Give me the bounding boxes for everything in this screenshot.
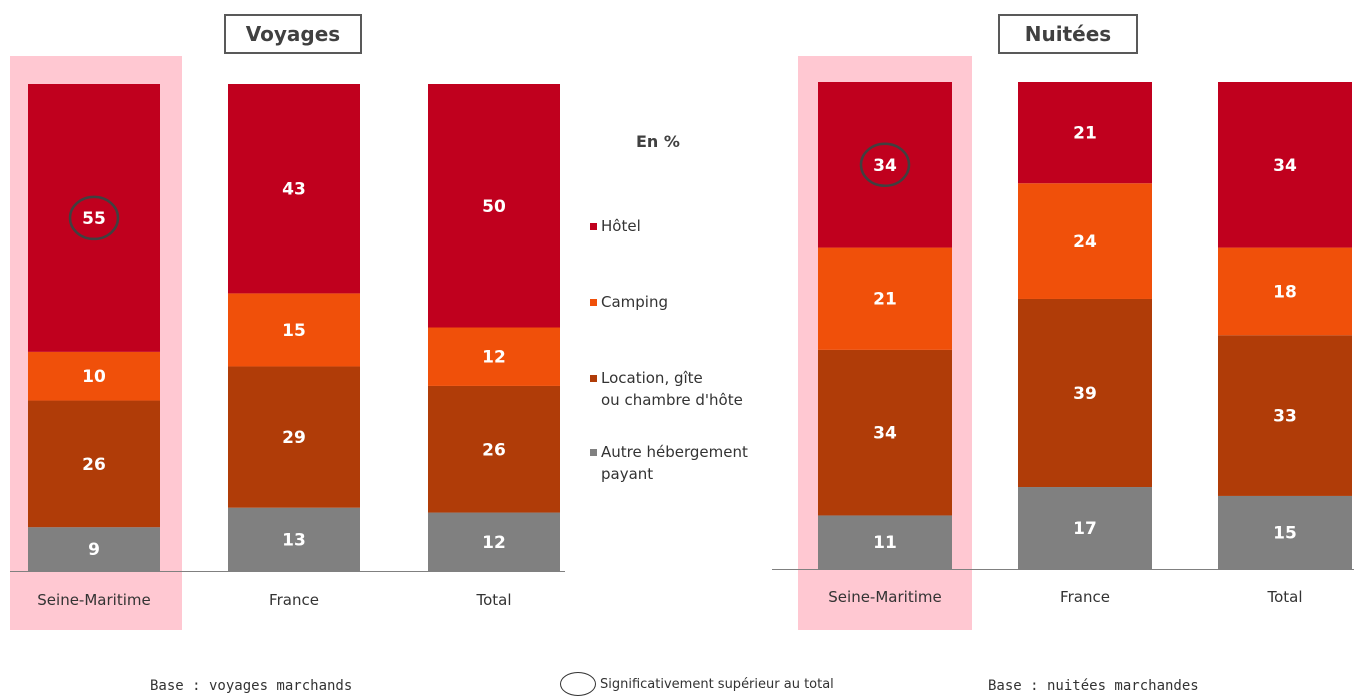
- data-label: 43: [282, 180, 306, 200]
- bar-segment-1-2-autre: [1218, 495, 1352, 569]
- legend-swatch: [590, 223, 597, 230]
- legend-swatch: [590, 299, 597, 306]
- data-label: 24: [1073, 232, 1097, 252]
- category-label: Seine-Maritime: [828, 588, 941, 606]
- legend-item: Camping: [590, 291, 668, 313]
- footer-base-nuitees: Base : nuitées marchandes: [988, 678, 1199, 694]
- bar-segment-1-1-camping: [1018, 183, 1152, 299]
- category-label: France: [269, 591, 319, 609]
- bar-segment-0-1-hôtel: [228, 84, 360, 294]
- category-label: Total: [1266, 588, 1302, 606]
- bar-segment-0-1-autre: [228, 507, 360, 571]
- data-label: 13: [282, 530, 306, 550]
- data-label: 15: [1273, 523, 1297, 543]
- significance-note-text: Significativement supérieur au total: [600, 676, 834, 692]
- chart-title-voyages: Voyages: [224, 14, 362, 54]
- data-label: 21: [873, 290, 897, 310]
- data-label: 10: [82, 367, 106, 387]
- data-label: 26: [82, 455, 106, 475]
- category-label: Seine-Maritime: [37, 591, 150, 609]
- data-label: 12: [482, 533, 506, 553]
- bar-segment-1-0-hôtel: [818, 82, 952, 248]
- legend-label: Autre hébergement payant: [601, 443, 748, 483]
- data-label: 39: [1073, 384, 1097, 404]
- chart-title-nuitees: Nuitées: [998, 14, 1138, 54]
- legend-swatch: [590, 375, 597, 382]
- legend-title: En %: [636, 132, 680, 151]
- significance-note: Significativement supérieur au total: [560, 672, 834, 696]
- data-label: 26: [482, 440, 506, 460]
- data-label: 21: [1073, 124, 1097, 144]
- bar-segment-0-0-location: [28, 400, 160, 528]
- data-label: 34: [873, 156, 897, 176]
- bar-segment-0-0-hôtel: [28, 84, 160, 352]
- category-label: Total: [475, 591, 511, 609]
- bar-segment-0-2-autre: [428, 512, 560, 571]
- data-label: 18: [1273, 282, 1297, 302]
- legend-item: Hôtel: [590, 215, 641, 237]
- footer-base-voyages: Base : voyages marchands: [150, 678, 353, 694]
- data-label: 55: [82, 209, 106, 229]
- bar-segment-1-2-location: [1218, 335, 1352, 496]
- legend-label: Camping: [601, 293, 668, 311]
- bar-segment-0-1-location: [228, 366, 360, 508]
- bar-segment-1-0-autre: [818, 515, 952, 569]
- data-label: 9: [88, 540, 100, 560]
- bar-segment-1-0-location: [818, 349, 952, 516]
- significance-circle: [859, 142, 911, 188]
- bar-segment-0-2-location: [428, 385, 560, 513]
- data-label: 17: [1073, 519, 1097, 539]
- bar-segment-0-0-autre: [28, 527, 160, 571]
- data-label: 50: [482, 197, 506, 217]
- data-label: 34: [873, 424, 897, 444]
- data-label: 34: [1273, 156, 1297, 176]
- legend-label: Hôtel: [601, 217, 641, 235]
- bar-segment-1-2-hôtel: [1218, 82, 1352, 248]
- bar-segment-1-1-location: [1018, 298, 1152, 488]
- bar-segment-0-2-hôtel: [428, 84, 560, 328]
- category-label: France: [1060, 588, 1110, 606]
- legend-item: Autre hébergement payant: [590, 441, 748, 485]
- data-label: 11: [873, 533, 897, 553]
- legend-label: Location, gîte ou chambre d'hôte: [601, 369, 743, 409]
- data-label: 33: [1273, 407, 1297, 427]
- legend-item: Location, gîte ou chambre d'hôte: [590, 367, 743, 411]
- bar-segment-1-1-autre: [1018, 487, 1152, 569]
- significance-circle-icon: [560, 672, 596, 696]
- bar-segment-1-1-hôtel: [1018, 82, 1152, 184]
- data-label: 29: [282, 428, 306, 448]
- bar-segment-0-0-camping: [28, 351, 160, 401]
- legend-swatch: [590, 449, 597, 456]
- bar-segment-1-0-camping: [818, 247, 952, 350]
- bar-segment-0-1-camping: [228, 293, 360, 367]
- bar-segment-0-2-camping: [428, 327, 560, 386]
- significance-circle: [68, 195, 120, 241]
- data-label: 15: [282, 321, 306, 341]
- data-label: 12: [482, 348, 506, 368]
- bar-segment-1-2-camping: [1218, 247, 1352, 336]
